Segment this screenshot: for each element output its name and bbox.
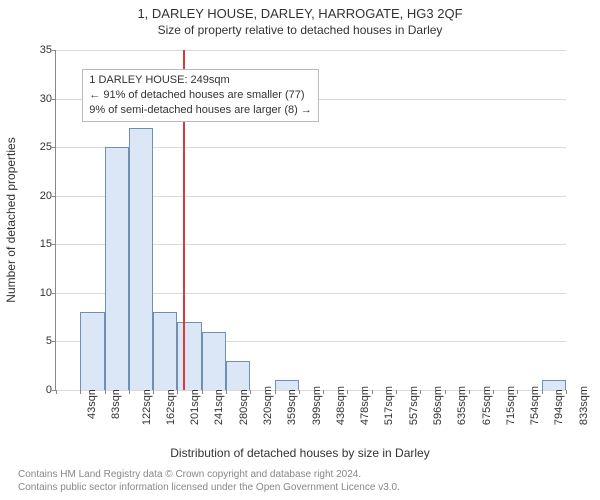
x-tick-mark (469, 390, 470, 394)
x-tick-label: 241sqm (214, 386, 226, 425)
x-tick-mark (542, 390, 543, 394)
y-tick-mark (52, 196, 56, 197)
x-tick-mark (105, 390, 106, 394)
x-tick-label: 635sqm (456, 386, 468, 425)
x-axis-label: Distribution of detached houses by size … (0, 446, 600, 460)
x-tick-mark (226, 390, 227, 394)
x-tick-label: 478sqm (359, 386, 371, 425)
y-tick-label: 20 (24, 190, 52, 202)
y-axis-label: Number of detached properties (4, 137, 18, 302)
x-tick-label: 201sqm (189, 386, 201, 425)
x-tick-label: 794sqm (554, 386, 566, 425)
x-tick-label: 320sqm (262, 386, 274, 425)
x-tick-mark (445, 390, 446, 394)
x-tick-mark (153, 390, 154, 394)
x-tick-label: 43sqm (86, 386, 98, 419)
chart-container: 1, DARLEY HOUSE, DARLEY, HARROGATE, HG3 … (0, 0, 600, 500)
x-tick-mark (347, 390, 348, 394)
y-tick-label: 25 (24, 141, 52, 153)
y-tick-label: 5 (24, 335, 52, 347)
histogram-bar (226, 361, 250, 390)
y-tick-mark (52, 293, 56, 294)
histogram-bar (542, 380, 566, 390)
x-tick-label: 833sqm (578, 386, 590, 425)
x-tick-mark (129, 390, 130, 394)
footer-credits: Contains HM Land Registry data © Crown c… (18, 468, 400, 494)
x-tick-mark (250, 390, 251, 394)
y-tick-label: 15 (24, 238, 52, 250)
y-tick-label: 30 (24, 93, 52, 105)
histogram-bar (275, 380, 299, 390)
x-tick-mark (323, 390, 324, 394)
x-tick-label: 715sqm (505, 386, 517, 425)
annotation-line: ← 91% of detached houses are smaller (77… (89, 88, 312, 103)
annotation-box: 1 DARLEY HOUSE: 249sqm← 91% of detached … (82, 69, 319, 122)
y-tick-mark (52, 147, 56, 148)
x-tick-mark (80, 390, 81, 394)
chart-subtitle: Size of property relative to detached ho… (0, 21, 600, 37)
x-tick-mark (202, 390, 203, 394)
x-tick-mark (566, 390, 567, 394)
x-tick-mark (177, 390, 178, 394)
footer-line-2: Contains public sector information licen… (18, 481, 400, 494)
x-tick-label: 399sqm (311, 386, 323, 425)
y-tick-label: 35 (24, 44, 52, 56)
gridline (56, 50, 566, 51)
y-tick-label: 10 (24, 287, 52, 299)
histogram-bar (105, 147, 129, 390)
annotation-line: 1 DARLEY HOUSE: 249sqm (89, 73, 312, 88)
x-tick-label: 754sqm (529, 386, 541, 425)
histogram-bar (129, 128, 153, 390)
x-tick-mark (275, 390, 276, 394)
y-tick-mark (52, 341, 56, 342)
x-tick-label: 83sqm (110, 386, 122, 419)
histogram-bar (177, 322, 201, 390)
plot-area: Number of detached properties 0510152025… (55, 50, 566, 391)
x-tick-mark (396, 390, 397, 394)
histogram-bar (153, 312, 177, 390)
x-tick-mark (420, 390, 421, 394)
footer-line-1: Contains HM Land Registry data © Crown c… (18, 468, 400, 481)
y-tick-mark (52, 99, 56, 100)
x-tick-mark (372, 390, 373, 394)
x-tick-mark (56, 390, 57, 394)
y-tick-mark (52, 50, 56, 51)
histogram-bar (202, 332, 226, 390)
y-tick-mark (52, 244, 56, 245)
x-tick-label: 438sqm (335, 386, 347, 425)
y-tick-label: 0 (24, 384, 52, 396)
x-tick-label: 280sqm (238, 386, 250, 425)
x-tick-label: 675sqm (481, 386, 493, 425)
histogram-bar (80, 312, 104, 390)
x-tick-mark (517, 390, 518, 394)
x-tick-label: 359sqm (286, 386, 298, 425)
x-tick-label: 517sqm (384, 386, 396, 425)
x-tick-label: 122sqm (141, 386, 153, 425)
x-tick-label: 557sqm (408, 386, 420, 425)
x-tick-label: 596sqm (432, 386, 444, 425)
chart-title: 1, DARLEY HOUSE, DARLEY, HARROGATE, HG3 … (0, 0, 600, 21)
annotation-line: 9% of semi-detached houses are larger (8… (89, 103, 312, 118)
x-tick-mark (493, 390, 494, 394)
x-tick-mark (299, 390, 300, 394)
x-tick-label: 162sqm (165, 386, 177, 425)
